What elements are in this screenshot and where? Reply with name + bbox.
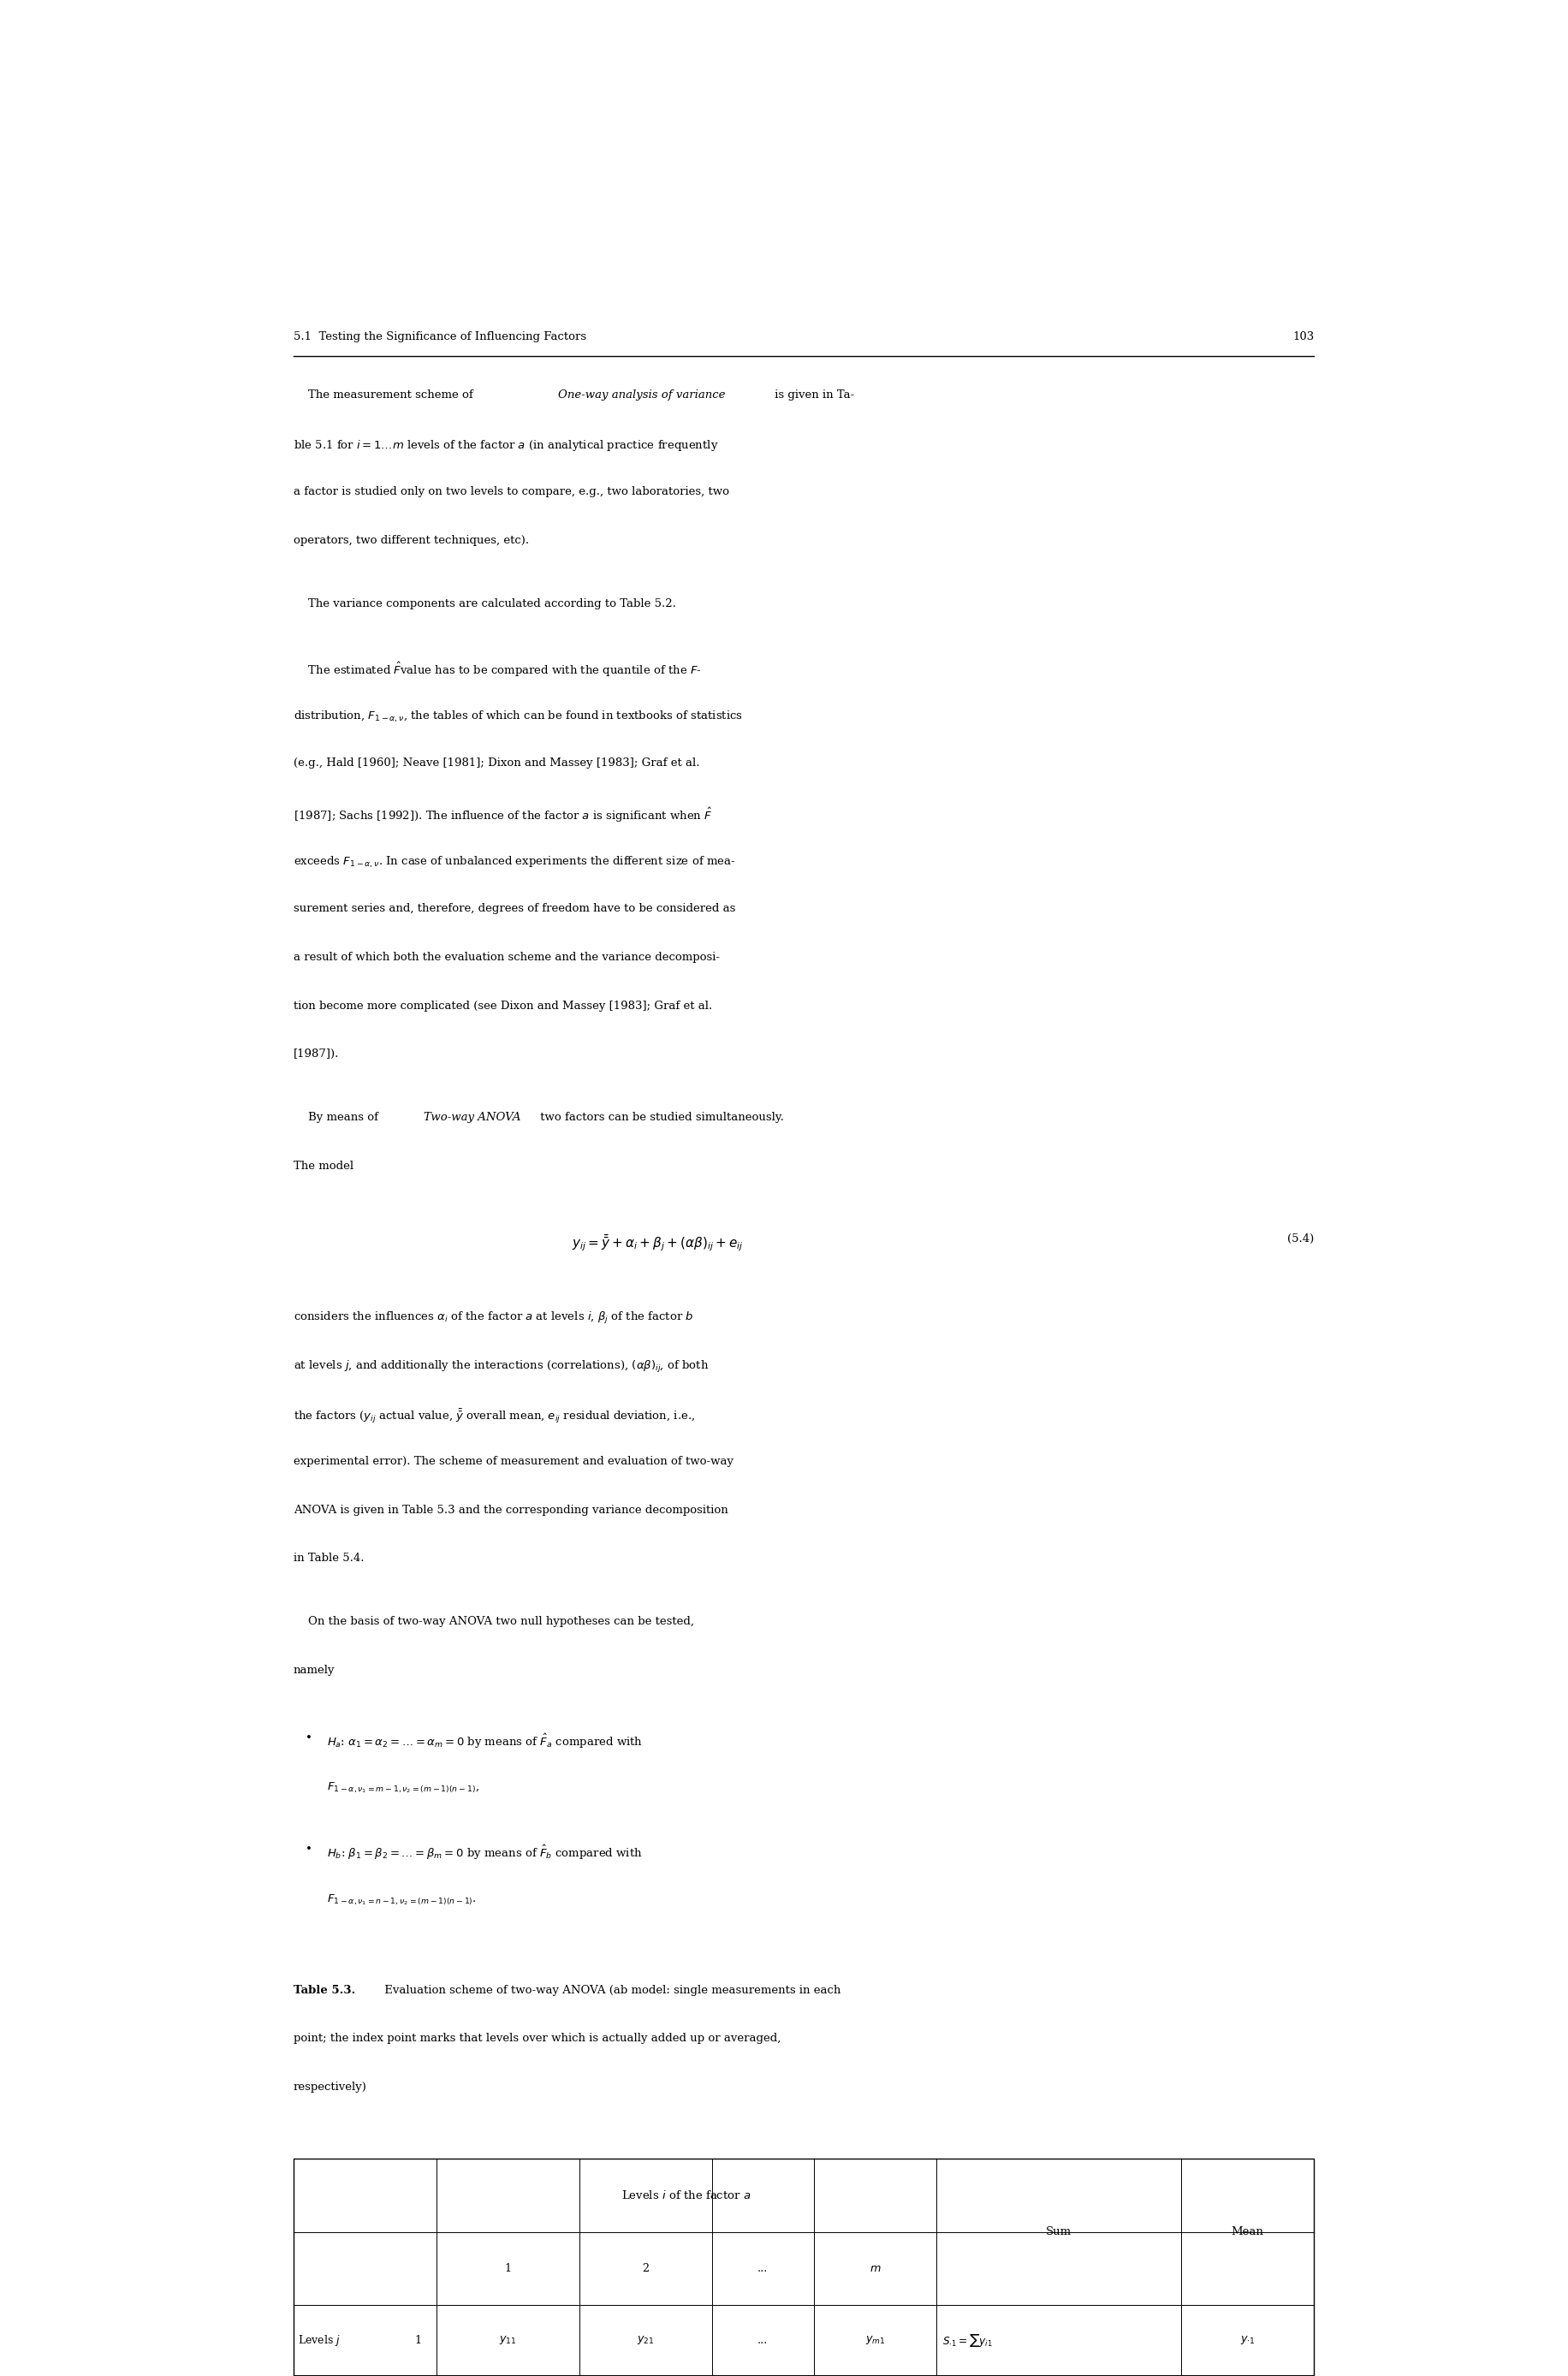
- Text: distribution, $F_{1-\alpha,\nu}$, the tables of which can be found in textbooks : distribution, $F_{1-\alpha,\nu}$, the ta…: [293, 710, 743, 725]
- Text: is given in Ta-: is given in Ta-: [771, 390, 855, 402]
- Text: The estimated $\hat{F}$value has to be compared with the quantile of the $F$-: The estimated $\hat{F}$value has to be c…: [293, 661, 701, 680]
- Text: namely: namely: [293, 1666, 334, 1675]
- Text: considers the influences $\alpha_i$ of the factor $a$ at levels $i$, $\beta_j$ o: considers the influences $\alpha_i$ of t…: [293, 1312, 693, 1326]
- Text: respectively): respectively): [293, 2081, 367, 2093]
- Text: Levels $i$ of the factor $a$: Levels $i$ of the factor $a$: [621, 2191, 751, 2203]
- Text: 2: 2: [641, 2264, 649, 2274]
- Text: $H_a$: $\alpha_1 = \alpha_2 = \ldots = \alpha_m = 0$ by means of $\hat{F}_a$ com: $H_a$: $\alpha_1 = \alpha_2 = \ldots = \…: [328, 1732, 643, 1751]
- Text: $m$: $m$: [869, 2264, 881, 2274]
- Text: ...: ...: [757, 2264, 768, 2274]
- Text: Levels $j$: Levels $j$: [298, 2333, 340, 2347]
- Text: surement series and, therefore, degrees of freedom have to be considered as: surement series and, therefore, degrees …: [293, 903, 735, 915]
- Text: 103: 103: [1292, 330, 1314, 342]
- Text: $y_{m1}$: $y_{m1}$: [866, 2333, 884, 2345]
- Text: One-way analysis of variance: One-way analysis of variance: [558, 390, 726, 402]
- Text: a result of which both the evaluation scheme and the variance decomposi-: a result of which both the evaluation sc…: [293, 953, 720, 962]
- Text: $F_{1-\alpha,\nu_1=n-1,\nu_2=(m-1)(n-1)}$.: $F_{1-\alpha,\nu_1=n-1,\nu_2=(m-1)(n-1)}…: [328, 1891, 477, 1906]
- Text: $S_{\cdot1} = \sum y_{i1}$: $S_{\cdot1} = \sum y_{i1}$: [942, 2331, 993, 2347]
- Text: two factors can be studied simultaneously.: two factors can be studied simultaneousl…: [536, 1112, 784, 1124]
- Text: $H_b$: $\beta_1 = \beta_2 = \ldots = \beta_m = 0$ by means of $\hat{F}_b$ compar: $H_b$: $\beta_1 = \beta_2 = \ldots = \be…: [328, 1844, 643, 1863]
- Text: Mean: Mean: [1231, 2226, 1264, 2238]
- Text: (e.g., Hald [1960]; Neave [1981]; Dixon and Massey [1983]; Graf et al.: (e.g., Hald [1960]; Neave [1981]; Dixon …: [293, 758, 699, 770]
- Text: Table 5.3.: Table 5.3.: [293, 1984, 354, 1996]
- Text: exceeds $F_{1-\alpha,\nu}$. In case of unbalanced experiments the different size: exceeds $F_{1-\alpha,\nu}$. In case of u…: [293, 855, 735, 870]
- Text: Sum: Sum: [1046, 2226, 1071, 2238]
- Text: in Table 5.4.: in Table 5.4.: [293, 1554, 364, 1563]
- Text: ANOVA is given in Table 5.3 and the corresponding variance decomposition: ANOVA is given in Table 5.3 and the corr…: [293, 1504, 728, 1516]
- Text: tion become more complicated (see Dixon and Massey [1983]; Graf et al.: tion become more complicated (see Dixon …: [293, 1000, 712, 1012]
- Text: 5.1  Testing the Significance of Influencing Factors: 5.1 Testing the Significance of Influenc…: [293, 330, 586, 342]
- Text: [1987]).: [1987]).: [293, 1048, 339, 1060]
- Text: $y_{\cdot1}$: $y_{\cdot1}$: [1240, 2333, 1254, 2345]
- Text: point; the index point marks that levels over which is actually added up or aver: point; the index point marks that levels…: [293, 2034, 781, 2043]
- Text: [1987]; Sachs [1992]). The influence of the factor $a$ is significant when $\hat: [1987]; Sachs [1992]). The influence of …: [293, 805, 712, 824]
- Text: On the basis of two-way ANOVA two null hypotheses can be tested,: On the basis of two-way ANOVA two null h…: [293, 1616, 693, 1628]
- Text: ...: ...: [757, 2336, 768, 2345]
- Text: The measurement scheme of: The measurement scheme of: [293, 390, 477, 402]
- Text: ble 5.1 for $i = 1\ldots m$ levels of the factor $a$ (in analytical practice fre: ble 5.1 for $i = 1\ldots m$ levels of th…: [293, 437, 718, 451]
- Text: experimental error). The scheme of measurement and evaluation of two-way: experimental error). The scheme of measu…: [293, 1456, 734, 1466]
- Text: $F_{1-\alpha,\nu_1=m-1,\nu_2=(m-1)(n-1)}$,: $F_{1-\alpha,\nu_1=m-1,\nu_2=(m-1)(n-1)}…: [328, 1782, 480, 1794]
- Text: $y_{ij} = \bar{\bar{y}} + \alpha_i + \beta_j + (\alpha\beta)_{ij} + e_{ij}$: $y_{ij} = \bar{\bar{y}} + \alpha_i + \be…: [572, 1233, 743, 1255]
- Text: $y_{21}$: $y_{21}$: [637, 2333, 654, 2345]
- Text: operators, two different techniques, etc).: operators, two different techniques, etc…: [293, 535, 528, 546]
- Text: (5.4): (5.4): [1287, 1233, 1314, 1245]
- Text: •: •: [306, 1844, 312, 1856]
- Text: Two-way ANOVA: Two-way ANOVA: [423, 1112, 521, 1124]
- Bar: [293, 2160, 1314, 2376]
- Text: 1: 1: [414, 2336, 422, 2345]
- Text: The model: The model: [293, 1159, 353, 1171]
- Text: By means of: By means of: [293, 1112, 381, 1124]
- Text: •: •: [306, 1732, 312, 1744]
- Text: a factor is studied only on two levels to compare, e.g., two laboratories, two: a factor is studied only on two levels t…: [293, 487, 729, 497]
- Text: $y_{11}$: $y_{11}$: [499, 2333, 516, 2345]
- Text: Evaluation scheme of two-way ANOVA (​ab​ model: single measurements in each: Evaluation scheme of two-way ANOVA (​ab​…: [381, 1984, 840, 1996]
- Text: The variance components are calculated according to Table 5.2.: The variance components are calculated a…: [293, 599, 676, 608]
- Text: at levels $j$, and additionally the interactions (correlations), $(\alpha\beta)_: at levels $j$, and additionally the inte…: [293, 1359, 709, 1373]
- Text: the factors ($y_{ij}$ actual value, $\bar{\bar{y}}$ overall mean, $e_{ij}$ resid: the factors ($y_{ij}$ actual value, $\ba…: [293, 1407, 695, 1426]
- Text: 1: 1: [505, 2264, 511, 2274]
